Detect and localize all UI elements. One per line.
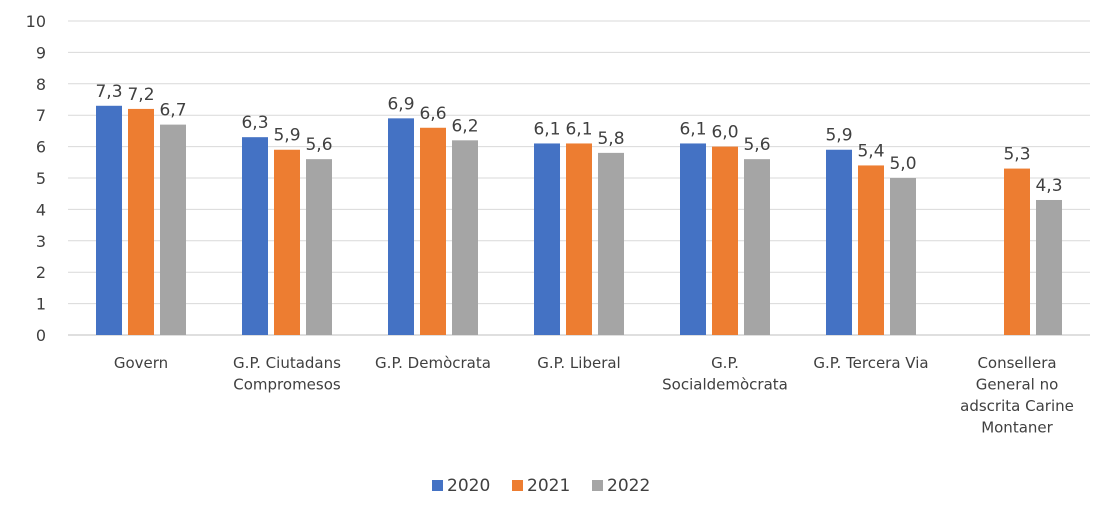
- y-tick-label: 9: [36, 43, 46, 62]
- legend: 2020 2021 2022: [432, 476, 650, 496]
- bar-2021: [274, 149, 300, 335]
- category-label: Compromesos: [233, 376, 341, 394]
- legend-swatch-2022: [592, 480, 603, 491]
- data-label: 5,3: [1003, 145, 1030, 165]
- category-label: G.P. Demòcrata: [375, 354, 491, 372]
- legend-label: 2020: [447, 476, 490, 496]
- data-label: 6,0: [711, 123, 738, 143]
- category-label: General no: [976, 376, 1059, 394]
- bar-2022: [160, 124, 186, 336]
- data-labels: 7,3 7,26,76,35,9 5,66,9 6,66,2 6,1 6,1 5,8 6,1 6…: [95, 82, 1062, 196]
- data-label: 5,0: [889, 154, 916, 174]
- bar-2021: [1004, 168, 1030, 335]
- legend-swatch-2021: [512, 480, 523, 491]
- x-axis: Govern G.P. Ciutadans Compromesos G.P. Demò…: [114, 354, 1074, 437]
- category-label: G.P. Liberal: [537, 354, 620, 372]
- data-label: 6,2: [451, 116, 478, 136]
- data-label: 7,3: [95, 82, 122, 102]
- y-axis: 0 1 2 3 4 5 6 7 8 9 10: [26, 12, 46, 345]
- data-label: 6,1: [533, 119, 560, 139]
- data-label: 5,6: [743, 135, 770, 155]
- y-tick-label: 4: [36, 200, 46, 219]
- bar-2022: [1036, 199, 1062, 335]
- data-label: 6,1: [679, 119, 706, 139]
- category-label: G.P. Tercera Via: [813, 354, 928, 372]
- data-label: 6,6: [419, 104, 446, 124]
- y-tick-label: 0: [36, 326, 46, 345]
- bar-2020: [826, 149, 852, 335]
- y-tick-label: 1: [36, 295, 46, 314]
- bar-2022: [598, 152, 624, 335]
- bar-2020: [534, 143, 560, 335]
- data-label: 5,9: [273, 126, 300, 146]
- data-label: 4,3: [1035, 176, 1062, 196]
- y-tick-label: 8: [36, 75, 46, 94]
- data-label: 6,9: [387, 94, 414, 114]
- data-label: 5,4: [857, 141, 884, 161]
- bar-2020: [680, 143, 706, 335]
- category-label: Socialdemòcrata: [662, 376, 788, 394]
- y-tick-label: 7: [36, 106, 46, 125]
- data-label: 5,8: [597, 129, 624, 149]
- y-tick-label: 6: [36, 138, 46, 157]
- category-label: G.P.: [711, 354, 739, 372]
- bar-2022: [744, 159, 770, 335]
- category-label: Govern: [114, 354, 168, 372]
- y-tick-label: 10: [26, 12, 46, 31]
- bar-2022: [306, 159, 332, 335]
- bar-2020: [96, 105, 122, 335]
- bar-2020: [242, 137, 268, 335]
- category-label: Consellera: [977, 354, 1056, 372]
- y-tick-label: 2: [36, 263, 46, 282]
- data-label: 7,2: [127, 85, 154, 105]
- data-label: 6,3: [241, 113, 268, 133]
- legend-label: 2021: [527, 476, 570, 496]
- y-tick-label: 5: [36, 169, 46, 188]
- bar-2021: [858, 165, 884, 335]
- data-label: 5,9: [825, 126, 852, 146]
- bar-2021: [128, 108, 154, 335]
- category-label: adscrita Carine: [960, 397, 1074, 415]
- legend-swatch-2020: [432, 480, 443, 491]
- data-label: 5,6: [305, 135, 332, 155]
- bar-2022: [890, 178, 916, 335]
- category-label: Montaner: [981, 419, 1053, 437]
- bars: [96, 105, 1062, 336]
- legend-label: 2022: [607, 476, 650, 496]
- bar-2022: [452, 140, 478, 335]
- bar-2020: [388, 118, 414, 335]
- bar-2021: [566, 143, 592, 335]
- bar-2021: [712, 146, 738, 335]
- bar-2021: [420, 127, 446, 335]
- data-label: 6,7: [159, 101, 186, 121]
- category-label: G.P. Ciutadans: [233, 354, 341, 372]
- y-tick-label: 3: [36, 232, 46, 251]
- data-label: 6,1: [565, 119, 592, 139]
